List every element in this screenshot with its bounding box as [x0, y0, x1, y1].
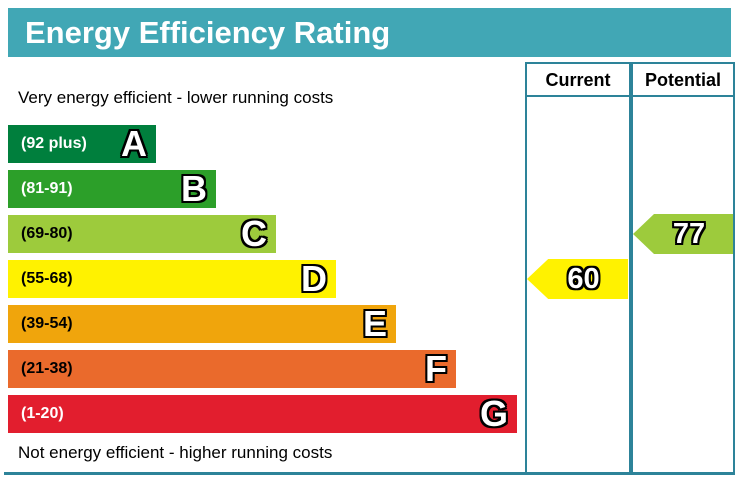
top-note: Very energy efficient - lower running co…: [18, 88, 334, 107]
band-bar: (55-68) D: [8, 260, 336, 298]
band-range-label: (39-54): [21, 315, 73, 332]
band-range-label: (81-91): [21, 180, 73, 197]
band-row-c: (69-80) C: [8, 215, 520, 260]
band-letter: F: [425, 348, 447, 389]
band-letter: D: [301, 258, 327, 299]
potential-column: Potential: [631, 62, 735, 474]
band-letter: A: [121, 123, 147, 164]
band-letter: C: [241, 213, 267, 254]
potential-rating-value: 77: [672, 217, 706, 250]
band-row-b: (81-91) B: [8, 170, 520, 215]
band-bar: (69-80) C: [8, 215, 276, 253]
chart-title: Energy Efficiency Rating: [25, 14, 391, 50]
band-bar: (21-38) F: [8, 350, 456, 388]
band-range-label: (1-20): [21, 405, 64, 422]
potential-rating-arrow: 77: [633, 214, 733, 254]
band-list: (92 plus) A (81-91) B (69-80) C (55-68) …: [8, 125, 520, 440]
band-row-e: (39-54) E: [8, 305, 520, 350]
band-letter: B: [181, 168, 207, 209]
current-rating-arrow: 60: [527, 259, 628, 299]
current-column-header: Current: [527, 64, 629, 97]
current-rating-value: 60: [567, 262, 600, 295]
band-row-f: (21-38) F: [8, 350, 520, 395]
band-row-g: (1-20) G: [8, 395, 520, 440]
bottom-border-line: [4, 472, 735, 475]
band-letter: G: [479, 393, 508, 434]
chart-title-bar: Energy Efficiency Rating: [8, 8, 731, 57]
band-range-label: (92 plus): [21, 135, 87, 152]
band-range-label: (21-38): [21, 360, 73, 377]
band-range-label: (55-68): [21, 270, 73, 287]
band-row-a: (92 plus) A: [8, 125, 520, 170]
band-bar: (81-91) B: [8, 170, 216, 208]
band-bar: (39-54) E: [8, 305, 396, 343]
bottom-note: Not energy efficient - higher running co…: [18, 443, 333, 462]
band-bar: (92 plus) A: [8, 125, 156, 163]
band-row-d: (55-68) D: [8, 260, 520, 305]
band-range-label: (69-80): [21, 225, 73, 242]
potential-column-header: Potential: [633, 64, 733, 97]
band-letter: E: [362, 303, 387, 344]
band-bar: (1-20) G: [8, 395, 517, 433]
